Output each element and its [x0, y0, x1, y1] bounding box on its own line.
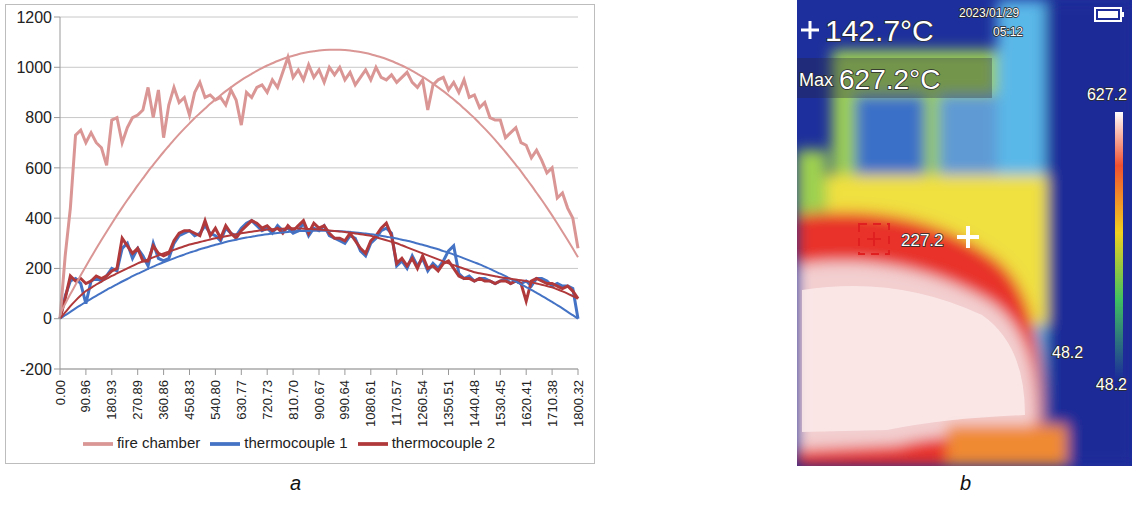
svg-text:800: 800	[25, 109, 52, 126]
svg-text:90.96: 90.96	[78, 380, 93, 413]
svg-text:2023/01/29: 2023/01/29	[959, 6, 1019, 20]
svg-text:48.2: 48.2	[1096, 376, 1127, 393]
html-text:thermocouple 2: thermocouple 2	[391, 434, 496, 451]
svg-text:1710.38: 1710.38	[545, 380, 560, 427]
svg-text:400: 400	[25, 210, 52, 227]
svg-text:180.93: 180.93	[104, 380, 119, 420]
svg-text:142.7°C: 142.7°C	[825, 14, 934, 47]
svg-text:200: 200	[25, 260, 52, 277]
svg-text:227.2: 227.2	[901, 231, 944, 250]
svg-text:540.80: 540.80	[208, 380, 223, 420]
svg-text:600: 600	[25, 160, 52, 177]
svg-text:0.00: 0.00	[53, 380, 68, 405]
svg-text:-200: -200	[20, 361, 52, 378]
html-text:a: a	[290, 472, 302, 494]
svg-text:810.70: 810.70	[286, 380, 301, 420]
svg-text:1170.57: 1170.57	[389, 380, 404, 426]
svg-text:990.64: 990.64	[337, 380, 352, 420]
svg-text:1350.51: 1350.51	[441, 380, 456, 427]
html-text:fire chamber: fire chamber	[116, 434, 201, 451]
svg-text:48.2: 48.2	[1052, 344, 1083, 361]
svg-text:1200: 1200	[16, 9, 52, 26]
svg-text:627.2°C: 627.2°C	[839, 64, 941, 95]
svg-text:1080.61: 1080.61	[363, 380, 378, 427]
svg-text:627.2: 627.2	[1087, 86, 1127, 103]
html-text:b: b	[960, 472, 972, 494]
svg-text:05:12: 05:12	[993, 25, 1023, 39]
svg-text:450.83: 450.83	[182, 380, 197, 420]
svg-text:720.73: 720.73	[260, 380, 275, 420]
svg-text:360.86: 360.86	[156, 380, 171, 420]
svg-text:1530.45: 1530.45	[493, 380, 508, 427]
svg-text:900.67: 900.67	[312, 380, 327, 420]
svg-text:1260.54: 1260.54	[415, 380, 430, 427]
svg-text:630.77: 630.77	[234, 380, 249, 420]
svg-text:270.89: 270.89	[130, 380, 145, 420]
svg-text:Max: Max	[799, 70, 833, 90]
svg-text:0: 0	[43, 310, 52, 327]
svg-text:1800.32: 1800.32	[571, 380, 586, 427]
svg-text:1440.48: 1440.48	[467, 380, 482, 427]
svg-text:1620.41: 1620.41	[519, 380, 534, 427]
html-text:thermocouple 1: thermocouple 1	[244, 434, 348, 451]
svg-text:1000: 1000	[16, 59, 52, 76]
